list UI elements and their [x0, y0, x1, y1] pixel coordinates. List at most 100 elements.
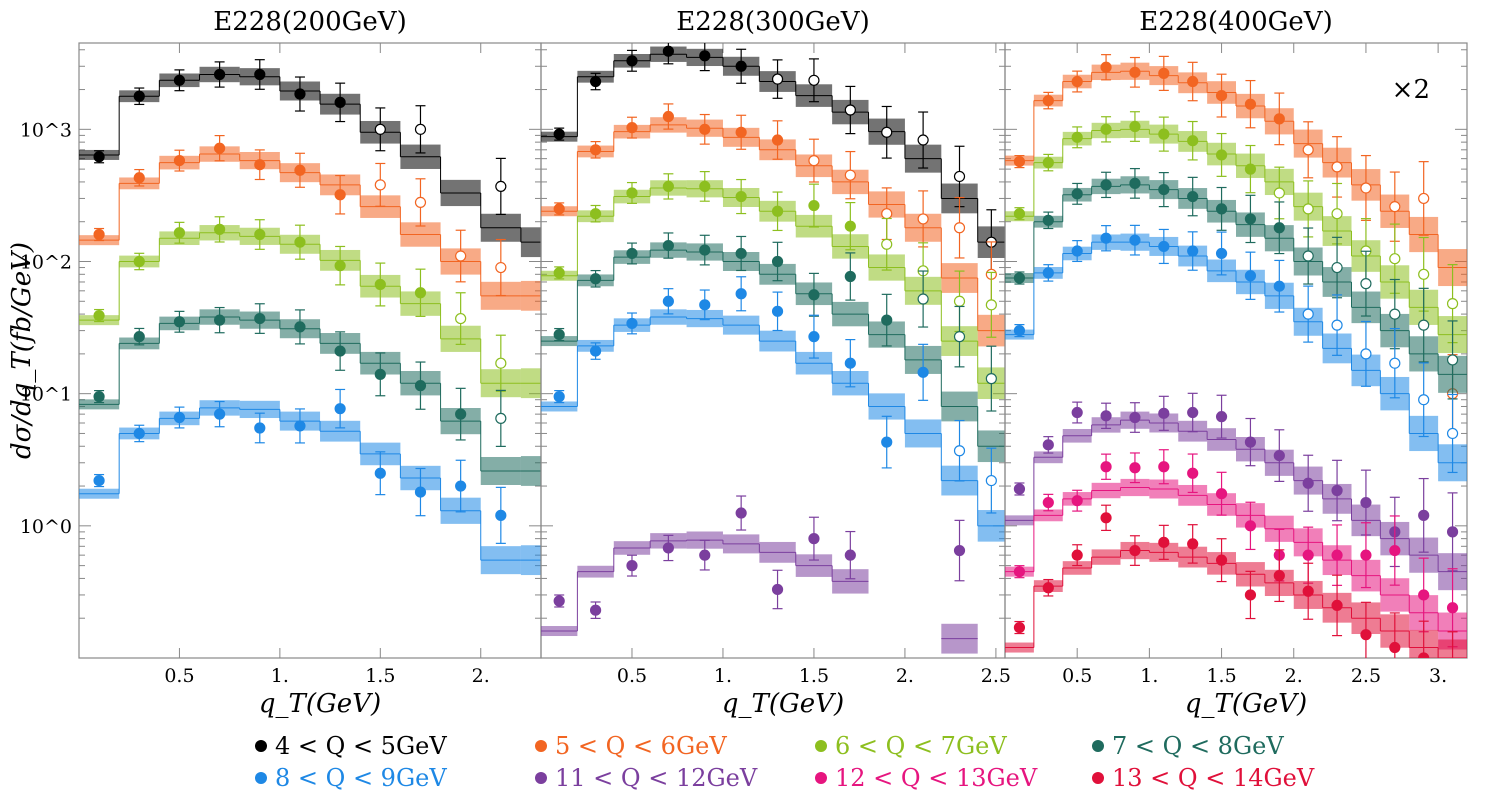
- data-point: [808, 289, 820, 301]
- data-point: [1042, 157, 1054, 169]
- data-point: [294, 236, 306, 248]
- data-point: [1331, 261, 1343, 274]
- data-point: [1448, 666, 1458, 676]
- data-point: [1331, 161, 1343, 173]
- legend-item: 6 < Q < 7GeV: [815, 732, 1007, 760]
- x-tick-label: 3.: [1429, 665, 1447, 687]
- data-point: [93, 474, 105, 487]
- data-point: [1187, 135, 1199, 147]
- series: [541, 276, 1005, 542]
- series: [541, 43, 1005, 276]
- data-point: [133, 172, 145, 184]
- data-point: [1013, 208, 1026, 220]
- data-point: [334, 260, 346, 272]
- legend-marker: [535, 772, 547, 784]
- data-point: [214, 142, 226, 154]
- legend-label: 13 < Q < 14GeV: [1112, 764, 1315, 792]
- data-point: [93, 151, 105, 163]
- data-point: [1244, 436, 1257, 448]
- series: [79, 388, 541, 576]
- data-point: [844, 220, 856, 232]
- data-point: [1360, 348, 1372, 360]
- data-point: [455, 312, 467, 325]
- data-point: [662, 239, 674, 252]
- data-point: [1244, 589, 1257, 601]
- data-point: [1042, 214, 1054, 226]
- data-point: [1302, 203, 1314, 215]
- data-point: [1158, 407, 1170, 419]
- legend-label: 6 < Q < 7GeV: [835, 732, 1007, 760]
- legend-marker: [1092, 772, 1104, 784]
- data-point: [495, 180, 507, 193]
- data-point: [1418, 589, 1430, 601]
- y-tick-label: 10^2: [20, 251, 72, 273]
- data-point: [214, 223, 226, 235]
- data-point: [1158, 536, 1170, 548]
- data-point: [334, 345, 346, 357]
- legend-item: 7 < Q < 8GeV: [1092, 732, 1284, 760]
- data-point: [1187, 406, 1199, 419]
- data-point: [1418, 394, 1430, 406]
- data-point: [735, 60, 747, 72]
- data-point: [1360, 629, 1372, 641]
- data-point: [553, 128, 565, 140]
- x-tick-label: 2.: [1285, 665, 1303, 687]
- data-point: [1389, 641, 1401, 654]
- series: [1005, 54, 1467, 434]
- series: [1005, 449, 1467, 650]
- x-tick-label: 0.5: [617, 665, 647, 687]
- data-point: [1158, 461, 1170, 473]
- x-axis-label: q_T(GeV): [722, 689, 844, 719]
- data-point: [1042, 94, 1054, 107]
- data-point: [1389, 357, 1401, 369]
- data-point: [589, 273, 602, 285]
- legend-item: 5 < Q < 6GeV: [535, 732, 727, 760]
- data-point: [1187, 75, 1199, 88]
- data-point: [1100, 123, 1112, 135]
- data-point: [1100, 232, 1112, 244]
- data-point: [1244, 520, 1257, 532]
- x-tick-label: 1.5: [799, 665, 829, 687]
- data-point: [1244, 98, 1257, 110]
- data-point: [173, 74, 186, 86]
- data-point: [495, 357, 507, 369]
- data-point: [953, 170, 966, 183]
- data-point: [133, 255, 145, 268]
- data-point: [334, 189, 346, 201]
- series: [79, 134, 541, 311]
- series: [79, 303, 541, 486]
- data-point: [1158, 183, 1170, 196]
- data-point: [254, 422, 266, 434]
- data-point: [1071, 495, 1083, 507]
- x-tick-label: 1.: [1140, 665, 1158, 687]
- data-point: [173, 154, 186, 167]
- data-point: [1215, 411, 1228, 423]
- x-tick-label: 2.: [472, 665, 490, 687]
- data-point: [699, 50, 711, 62]
- legend-label: 12 < Q < 13GeV: [835, 764, 1038, 792]
- data-point: [455, 250, 467, 262]
- data-point: [93, 309, 105, 322]
- data-point: [1215, 554, 1228, 566]
- data-point: [1071, 549, 1083, 561]
- data-point: [808, 154, 820, 167]
- legend-label: 7 < Q < 8GeV: [1112, 732, 1284, 760]
- data-point: [1129, 120, 1141, 133]
- data-point: [1302, 549, 1314, 561]
- data-point: [626, 317, 638, 330]
- data-point: [662, 542, 674, 554]
- panel-title: E228(200GeV): [213, 7, 406, 37]
- x-tick-label: 2.: [896, 665, 914, 687]
- data-point: [735, 507, 747, 519]
- data-point: [1042, 582, 1054, 594]
- data-point: [553, 328, 565, 341]
- data-point: [1360, 549, 1372, 561]
- data-point: [1013, 272, 1026, 284]
- data-point: [1129, 234, 1141, 246]
- data-point: [844, 549, 856, 561]
- data-point: [1215, 488, 1228, 500]
- data-point: [1129, 66, 1141, 78]
- data-point: [334, 403, 346, 415]
- x-axis-label: q_T(GeV): [1185, 689, 1307, 719]
- data-point: [953, 445, 966, 457]
